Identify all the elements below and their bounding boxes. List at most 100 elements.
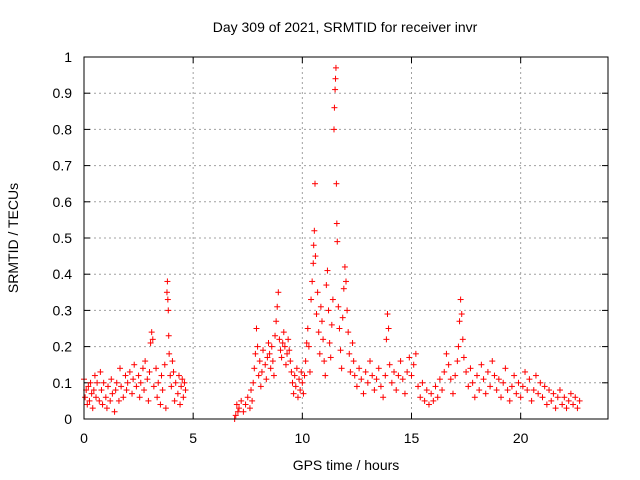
data-point (388, 379, 395, 386)
data-point (502, 365, 509, 372)
data-point (537, 379, 544, 386)
data-point (270, 372, 277, 379)
data-point (150, 383, 157, 390)
data-point (325, 307, 332, 314)
data-point (386, 361, 393, 368)
data-point (305, 343, 312, 350)
data-point (96, 397, 103, 404)
data-point (303, 339, 310, 346)
data-point (276, 336, 283, 343)
data-point (246, 405, 253, 412)
data-point (419, 379, 426, 386)
data-point (145, 397, 152, 404)
data-point (522, 368, 529, 375)
data-point (344, 307, 351, 314)
data-point (333, 180, 340, 187)
data-point (304, 325, 311, 332)
data-point (111, 408, 118, 415)
data-point (263, 376, 270, 383)
data-point (94, 379, 101, 386)
data-point (320, 336, 327, 343)
y-tick-label: 0.1 (53, 375, 73, 391)
y-tick-label: 0.2 (53, 339, 73, 355)
y-tick-label: 0.7 (53, 158, 73, 174)
data-point (155, 379, 162, 386)
data-point (329, 296, 336, 303)
data-point (535, 390, 542, 397)
data-point (519, 383, 526, 390)
data-point (285, 336, 292, 343)
data-point (99, 401, 106, 408)
data-point (423, 387, 430, 394)
data-point (266, 350, 273, 357)
data-point (408, 372, 415, 379)
data-point (286, 347, 293, 354)
data-point (93, 394, 100, 401)
data-point (182, 387, 189, 394)
data-point (135, 372, 142, 379)
data-point (162, 405, 169, 412)
data-point (174, 390, 181, 397)
data-point (277, 347, 284, 354)
data-point (306, 368, 313, 375)
data-point (331, 104, 338, 111)
data-point (457, 296, 464, 303)
data-point (124, 379, 131, 386)
data-point (88, 390, 95, 397)
data-point (506, 397, 513, 404)
data-point (139, 365, 146, 372)
data-point (302, 358, 309, 365)
data-point (430, 397, 437, 404)
data-point (532, 372, 539, 379)
data-point (242, 401, 249, 408)
data-point (91, 372, 98, 379)
data-point (177, 401, 184, 408)
x-tick-label: 15 (404, 430, 420, 446)
data-point (393, 387, 400, 394)
data-point (436, 376, 443, 383)
grid-lines (84, 57, 608, 419)
x-axis-label: GPS time / hours (293, 457, 400, 473)
data-point (258, 368, 265, 375)
data-point (123, 387, 130, 394)
data-point (511, 372, 518, 379)
data-point (425, 401, 432, 408)
x-axis-ticks: 0 5 10 15 20 (80, 57, 529, 446)
data-point (563, 405, 570, 412)
data-point (338, 365, 345, 372)
data-point (541, 383, 548, 390)
data-point (480, 376, 487, 383)
data-point (369, 372, 376, 379)
y-tick-label: 0.6 (53, 194, 73, 210)
data-point (86, 397, 93, 404)
data-point (364, 379, 371, 386)
data-point (327, 354, 334, 361)
data-point (265, 339, 272, 346)
data-point (97, 368, 104, 375)
data-point (255, 372, 262, 379)
data-point (373, 376, 380, 383)
data-point (126, 368, 133, 375)
data-point (298, 368, 305, 375)
data-point (377, 383, 384, 390)
data-point (165, 307, 172, 314)
data-point (269, 358, 276, 365)
data-point (309, 278, 316, 285)
data-point (234, 408, 241, 415)
data-point (85, 383, 92, 390)
data-point (517, 394, 524, 401)
y-tick-label: 0 (64, 411, 72, 427)
data-point (336, 325, 343, 332)
data-point (260, 347, 267, 354)
data-point (232, 412, 239, 419)
data-point (493, 387, 500, 394)
data-point (244, 394, 251, 401)
data-point (288, 368, 295, 375)
data-point (508, 383, 515, 390)
y-tick-label: 0.3 (53, 302, 73, 318)
data-point (105, 383, 112, 390)
data-point (163, 289, 170, 296)
data-point (164, 296, 171, 303)
data-point (552, 405, 559, 412)
data-point (100, 379, 107, 386)
